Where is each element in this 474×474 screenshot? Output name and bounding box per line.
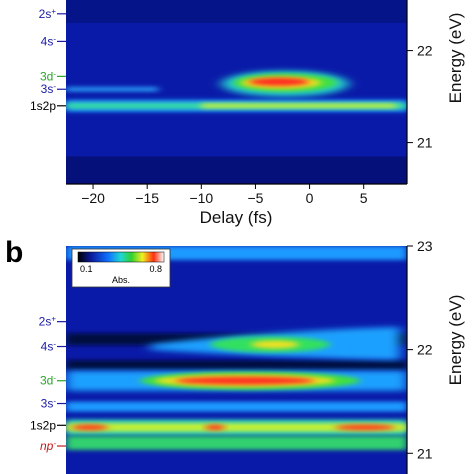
panel-a-y-tick-label: 21: [417, 135, 433, 151]
panel-b-state-label: 2s+: [39, 314, 57, 329]
panel-a-low-band: [66, 156, 407, 184]
panel-a-xlabel: Delay (fs): [200, 208, 273, 227]
panel-b-state-label: 1s2p: [30, 418, 56, 432]
panel-b-4s-peak: [251, 340, 299, 349]
panel-b-state-label: 3s-: [41, 396, 57, 411]
panel-a-state-label: 3s-: [41, 82, 57, 97]
panel-a-state-label: 3d-: [40, 69, 56, 84]
panel-b-1s2p-line: [66, 423, 407, 432]
panel-a-heatmap: [66, 0, 407, 184]
panel-b-letter: b: [5, 236, 23, 269]
panel-a-blob-core: [249, 77, 310, 86]
panel-b-dark-band-lower: [66, 360, 407, 371]
panel-a-state-labels: 2s+ 4s- 3d-3s- 1s2p: [30, 6, 66, 113]
panel-b-y-tick-label: 21: [417, 445, 433, 461]
panel-b-bottom-band: [66, 458, 407, 474]
panel-a-y-tick-label: 22: [417, 43, 433, 59]
panel-b-ylabel: Energy (eV): [446, 295, 465, 386]
panel-a: −20 −15 −10 −5 0 5 21 22 Delay (fs) Energy (eV)…: [30, 0, 465, 227]
panel-b-heatmap: [66, 246, 407, 474]
panel-b-np-band: [66, 435, 407, 450]
panel-b-3s-band: [66, 401, 407, 412]
panel-b-state-label: np-: [40, 439, 56, 454]
panel-a-top-band: [66, 0, 407, 23]
panel-b: b 21 22 23 Energy (eV) 2s+ 4s- 3d- 3s- 1s2p np-…: [5, 236, 465, 474]
panel-a-x-tick-label: −20: [81, 190, 105, 206]
panel-a-x-tick-label: −5: [247, 190, 263, 206]
colorbar-label: Abs.: [112, 275, 130, 285]
panel-b-state-labels: 2s+ 4s- 3d- 3s- 1s2p np-: [30, 314, 66, 453]
panel-a-ylabel: Energy (eV): [446, 13, 465, 104]
panel-b-1s2p-hotspot: [335, 424, 395, 431]
panel-a-state-label: 4s-: [41, 34, 57, 49]
panel-a-3s-line: [66, 87, 159, 92]
panel-a-x-tick-label: 5: [360, 190, 368, 206]
panel-a-state-label: 1s2p: [30, 99, 56, 113]
colorbar-min-label: 0.1: [80, 264, 93, 274]
panel-a-x-tick-label: 0: [306, 190, 314, 206]
panel-a-x-tick-label: −10: [189, 190, 213, 206]
panel-b-y-tick-label: 22: [417, 342, 433, 358]
panel-b-3d-core: [175, 376, 315, 385]
panel-a-1s2p-core: [201, 103, 397, 108]
colorbar: 0.1 0.8 Abs.: [71, 248, 171, 288]
colorbar-gradient: [77, 251, 165, 263]
panel-a-x-tick-label: −15: [135, 190, 159, 206]
panel-b-state-label: 3d-: [40, 373, 56, 388]
panel-a-state-label: 2s+: [39, 6, 57, 21]
panel-a-axes: −20 −15 −10 −5 0 5 21 22: [66, 0, 433, 206]
panel-b-y-tick-label: 23: [417, 238, 433, 254]
panel-b-1s2p-hotspot: [72, 424, 108, 431]
panel-b-1s2p-hotspot: [205, 424, 225, 431]
panel-b-state-label: 4s-: [41, 339, 57, 354]
panel-b-axes: 21 22 23: [406, 238, 433, 474]
colorbar-max-label: 0.8: [149, 264, 162, 274]
